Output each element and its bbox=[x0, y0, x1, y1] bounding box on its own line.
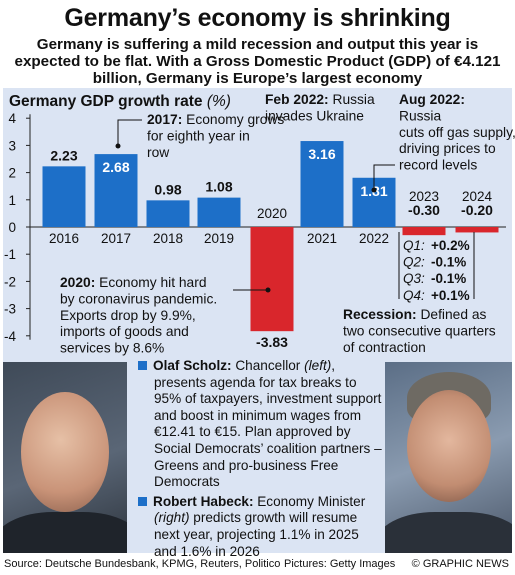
y-tick-label: 4 bbox=[8, 111, 16, 126]
quarter-label: Q1: bbox=[403, 238, 425, 253]
scholz-role: Chancellor bbox=[231, 358, 305, 373]
bar-2021 bbox=[300, 141, 344, 227]
habeck-role: Economy Minister bbox=[253, 493, 366, 509]
bar-2024 bbox=[455, 227, 499, 233]
y-tick-label: -4 bbox=[4, 329, 16, 344]
value-label-2024: -0.20 bbox=[461, 202, 493, 218]
quarter-value: +0.1% bbox=[431, 288, 470, 303]
olaf-scholz-photo bbox=[3, 362, 127, 553]
bar-2016 bbox=[42, 166, 86, 227]
y-tick-label: -2 bbox=[4, 274, 16, 289]
graphic-news-credit: © GRAPHIC NEWS bbox=[411, 558, 509, 570]
value-label-2021: 3.16 bbox=[308, 146, 335, 162]
quarter-label: Q3: bbox=[403, 271, 425, 286]
scholz-text: , presents agenda for tax breaks to 95% … bbox=[154, 358, 382, 490]
annotation-2020: 2020: Economy hit hard by coronavirus pan… bbox=[60, 275, 217, 356]
value-label-2018: 0.98 bbox=[154, 181, 181, 197]
category-label-2023: 2023 bbox=[409, 189, 439, 204]
y-tick-label: 0 bbox=[8, 220, 16, 235]
quarter-value: -0.1% bbox=[431, 255, 466, 270]
habeck-name: Robert Habeck: bbox=[153, 493, 254, 509]
category-label-2018: 2018 bbox=[153, 231, 183, 246]
category-label-2021: 2021 bbox=[307, 231, 337, 246]
habeck-position: (right) bbox=[154, 510, 190, 526]
people-info: Olaf Scholz: Chancellor (left), presents… bbox=[138, 358, 384, 563]
source-credit: Source: Deutsche Bundesbank, KPMG, Reute… bbox=[4, 558, 281, 570]
bullet-square-icon bbox=[138, 496, 147, 506]
scholz-paragraph: Olaf Scholz: Chancellor (left), presents… bbox=[138, 358, 384, 491]
annotation-recession: Recession: Defined as two consecutive qua… bbox=[343, 307, 496, 355]
annotation-2017: 2017: Economy grows for eighth year in row bbox=[147, 112, 284, 160]
category-label-2024: 2024 bbox=[462, 189, 493, 204]
value-label-2020: -3.83 bbox=[256, 334, 288, 350]
quarter-value: -0.1% bbox=[431, 271, 466, 286]
robert-habeck-photo bbox=[385, 362, 512, 553]
y-tick-label: 3 bbox=[8, 138, 16, 153]
scholz-position: (left) bbox=[304, 358, 332, 373]
habeck-text: predicts growth will resume next year, p… bbox=[154, 510, 359, 559]
annotation-2017-dot bbox=[115, 143, 121, 149]
annotation-aug-dot bbox=[371, 187, 377, 193]
y-tick-label: -1 bbox=[4, 247, 16, 262]
quarter-label: Q4: bbox=[403, 288, 425, 303]
annotation-2020-dot bbox=[265, 287, 271, 293]
quarter-value: +0.2% bbox=[431, 238, 470, 253]
annotation-aug-2022: Aug 2022: Russia cuts off gas supply, drivi… bbox=[399, 92, 515, 173]
category-label-2017: 2017 bbox=[101, 231, 131, 246]
annotation-2017-leader bbox=[117, 119, 142, 146]
annotation-feb-2022: Feb 2022: Russia invades Ukraine bbox=[265, 92, 375, 123]
category-label-2019: 2019 bbox=[204, 231, 234, 246]
category-label-2016: 2016 bbox=[49, 231, 79, 246]
bullet-square-icon bbox=[138, 361, 147, 370]
value-label-2016: 2.23 bbox=[50, 147, 77, 163]
quarter-label: Q2: bbox=[403, 255, 425, 270]
category-label-2020: 2020 bbox=[257, 206, 287, 221]
bar-2017 bbox=[94, 154, 138, 227]
bar-2018 bbox=[146, 200, 190, 227]
value-label-2023: -0.30 bbox=[408, 202, 440, 218]
bar-2023 bbox=[402, 227, 446, 236]
bar-2020 bbox=[250, 227, 294, 332]
y-tick-label: 1 bbox=[8, 193, 16, 208]
subheadline: Germany is suffering a mild recession an… bbox=[14, 36, 501, 87]
value-label-2019: 1.08 bbox=[205, 179, 232, 195]
pictures-credit: Pictures: Getty Images bbox=[284, 558, 396, 570]
headline: Germany’s economy is shrinking bbox=[64, 4, 451, 32]
chart-title: Germany GDP growth rate (%) bbox=[9, 93, 231, 110]
y-tick-label: 2 bbox=[8, 166, 16, 181]
footer: Source: Deutsche Bundesbank, KPMG, Reute… bbox=[0, 555, 515, 575]
value-label-2017: 2.68 bbox=[102, 159, 129, 175]
category-label-2022: 2022 bbox=[359, 231, 389, 246]
habeck-paragraph: Robert Habeck: Economy Minister (right) … bbox=[138, 494, 384, 560]
bar-2019 bbox=[197, 197, 241, 227]
annotation-aug-leader bbox=[373, 164, 395, 190]
scholz-name: Olaf Scholz: bbox=[153, 358, 232, 373]
y-tick-label: -3 bbox=[4, 302, 16, 317]
